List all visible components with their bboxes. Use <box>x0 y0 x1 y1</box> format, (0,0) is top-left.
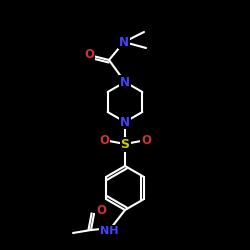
Text: O: O <box>99 134 109 146</box>
Text: S: S <box>120 138 130 150</box>
Text: N: N <box>120 76 130 88</box>
Text: N: N <box>119 36 129 49</box>
Text: O: O <box>84 48 94 62</box>
Text: O: O <box>96 204 106 218</box>
Text: O: O <box>141 134 151 146</box>
Text: NH: NH <box>100 226 118 236</box>
Text: N: N <box>120 116 130 128</box>
